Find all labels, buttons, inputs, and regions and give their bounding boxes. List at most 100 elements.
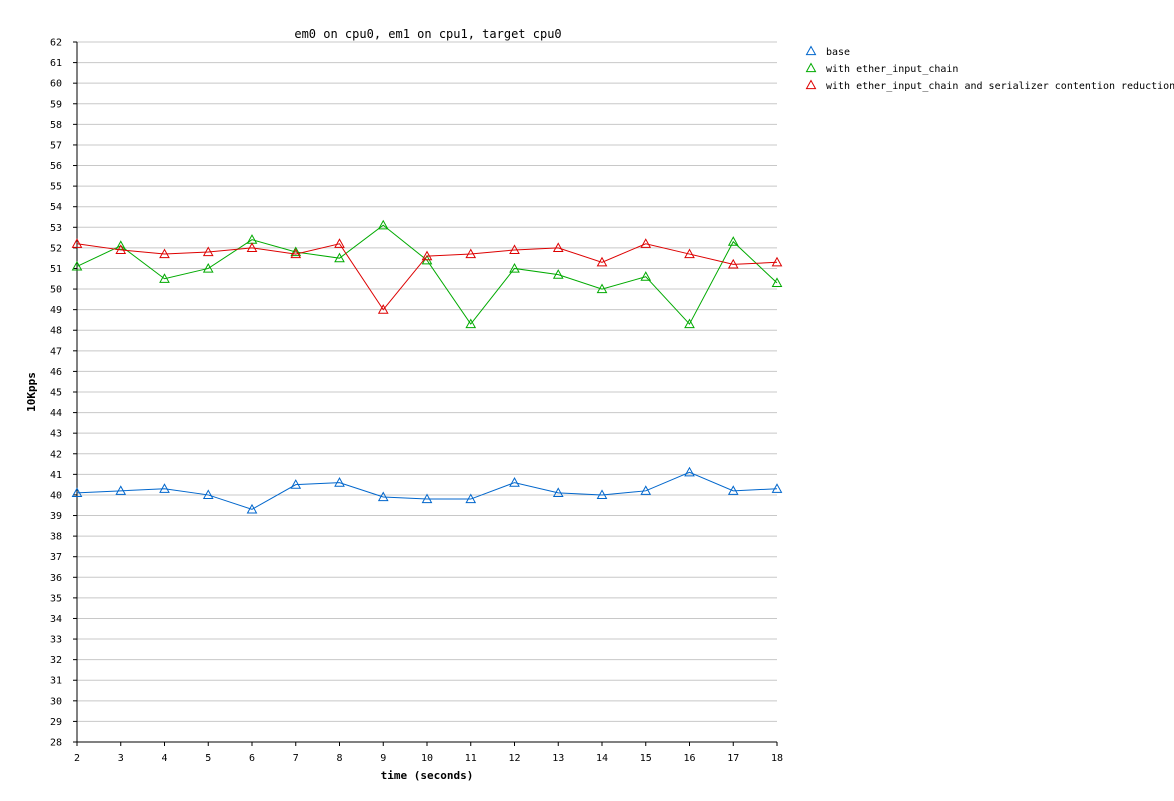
y-tick-label: 57 xyxy=(50,140,62,151)
data-point xyxy=(509,477,520,487)
y-tick-label: 29 xyxy=(50,717,62,728)
y-tick-label: 51 xyxy=(50,264,62,275)
data-point xyxy=(727,258,739,269)
series-line xyxy=(76,471,778,510)
y-tick-label: 36 xyxy=(50,573,62,584)
x-tick-label: 15 xyxy=(640,753,652,764)
y-tick-label: 47 xyxy=(50,346,62,357)
x-tick-label: 3 xyxy=(118,753,124,764)
data-point xyxy=(552,487,564,497)
legend-marker xyxy=(805,62,817,73)
y-tick-label: 28 xyxy=(50,738,62,749)
data-point xyxy=(334,252,345,263)
data-point xyxy=(684,318,695,329)
y-tick-label: 34 xyxy=(50,614,62,625)
data-point xyxy=(202,262,214,273)
data-point xyxy=(115,244,127,255)
y-tick-label: 43 xyxy=(50,429,62,440)
y-tick-label: 39 xyxy=(50,511,62,522)
y-tick-label: 58 xyxy=(50,120,62,131)
x-tick-label: 4 xyxy=(161,753,167,764)
x-tick-label: 2 xyxy=(74,753,80,764)
data-point xyxy=(771,256,783,267)
data-point xyxy=(596,283,608,294)
y-tick-label: 42 xyxy=(50,449,62,460)
data-point xyxy=(509,244,520,255)
data-point xyxy=(290,248,302,259)
y-tick-label: 35 xyxy=(50,593,62,604)
x-axis-ticks: 2 3 4 5 6 7 8 9 10 11 12 13 14 15 16 17 18 xyxy=(74,742,783,764)
legend-marker xyxy=(805,79,817,90)
y-tick-label: 50 xyxy=(50,285,62,296)
data-point xyxy=(202,246,214,257)
x-axis-title: time (seconds) xyxy=(381,769,474,782)
x-tick-label: 9 xyxy=(380,753,386,764)
x-tick-label: 16 xyxy=(683,753,695,764)
y-tick-label: 30 xyxy=(50,696,62,707)
data-point xyxy=(727,485,739,495)
y-tick-label: 54 xyxy=(50,202,62,213)
data-point xyxy=(465,493,477,504)
data-point xyxy=(465,318,477,329)
y-tick-label: 37 xyxy=(50,552,62,563)
data-point xyxy=(377,491,389,502)
data-point xyxy=(421,493,433,504)
legend-marker xyxy=(805,45,817,56)
x-tick-label: 10 xyxy=(421,753,433,764)
y-tick-label: 49 xyxy=(50,305,62,316)
x-tick-label: 8 xyxy=(336,753,342,764)
series-1 xyxy=(71,466,783,514)
legend-label: with ether_input_chain and serializer co… xyxy=(826,81,1174,92)
y-tick-label: 53 xyxy=(50,223,62,234)
data-point xyxy=(727,236,739,246)
y-tick-label: 40 xyxy=(50,490,62,501)
legend-label: with ether_input_chain xyxy=(826,64,958,75)
data-point xyxy=(552,242,564,252)
series-3 xyxy=(71,238,783,314)
data-point xyxy=(202,489,214,500)
data-point xyxy=(552,269,564,279)
y-tick-label: 33 xyxy=(50,635,62,646)
y-tick-label: 32 xyxy=(50,655,62,666)
y-tick-label: 38 xyxy=(50,532,62,543)
data-point xyxy=(159,248,170,259)
data-point xyxy=(115,485,127,495)
data-point xyxy=(421,250,433,261)
data-point xyxy=(640,271,652,281)
series-layer xyxy=(71,219,783,514)
data-point xyxy=(596,256,608,267)
y-tick-label: 62 xyxy=(50,38,62,49)
data-point xyxy=(71,238,83,248)
legend-item: with ether_input_chain xyxy=(805,62,958,75)
x-tick-label: 14 xyxy=(596,753,608,764)
legend-label: base xyxy=(826,47,850,58)
legend-item: base xyxy=(805,45,850,58)
legend-item: with ether_input_chain and serializer co… xyxy=(805,79,1174,92)
data-point xyxy=(334,477,345,487)
data-point xyxy=(684,466,695,477)
y-tick-label: 48 xyxy=(50,326,62,337)
x-tick-label: 5 xyxy=(205,753,211,764)
x-tick-label: 12 xyxy=(508,753,520,764)
data-point xyxy=(640,485,652,495)
y-tick-label: 52 xyxy=(50,243,62,254)
data-point xyxy=(377,219,389,230)
x-tick-label: 17 xyxy=(727,753,739,764)
y-axis-ticks: 28 29 30 31 32 33 34 35 36 37 38 39 40 41 42 43 44 45 46 47… xyxy=(50,38,77,749)
x-tick-label: 13 xyxy=(552,753,564,764)
chart-title: em0 on cpu0, em1 on cpu1, target cpu0 xyxy=(294,27,561,41)
x-tick-label: 18 xyxy=(771,753,783,764)
data-point xyxy=(684,248,695,259)
x-tick-label: 7 xyxy=(293,753,299,764)
data-point xyxy=(290,246,302,257)
data-point xyxy=(290,479,302,489)
data-point xyxy=(246,503,258,514)
series-line xyxy=(76,243,778,311)
data-point xyxy=(159,483,170,493)
y-tick-label: 44 xyxy=(50,408,62,419)
data-point xyxy=(771,277,783,287)
series-2 xyxy=(71,219,783,329)
y-tick-label: 55 xyxy=(50,182,62,193)
data-point xyxy=(465,248,477,259)
